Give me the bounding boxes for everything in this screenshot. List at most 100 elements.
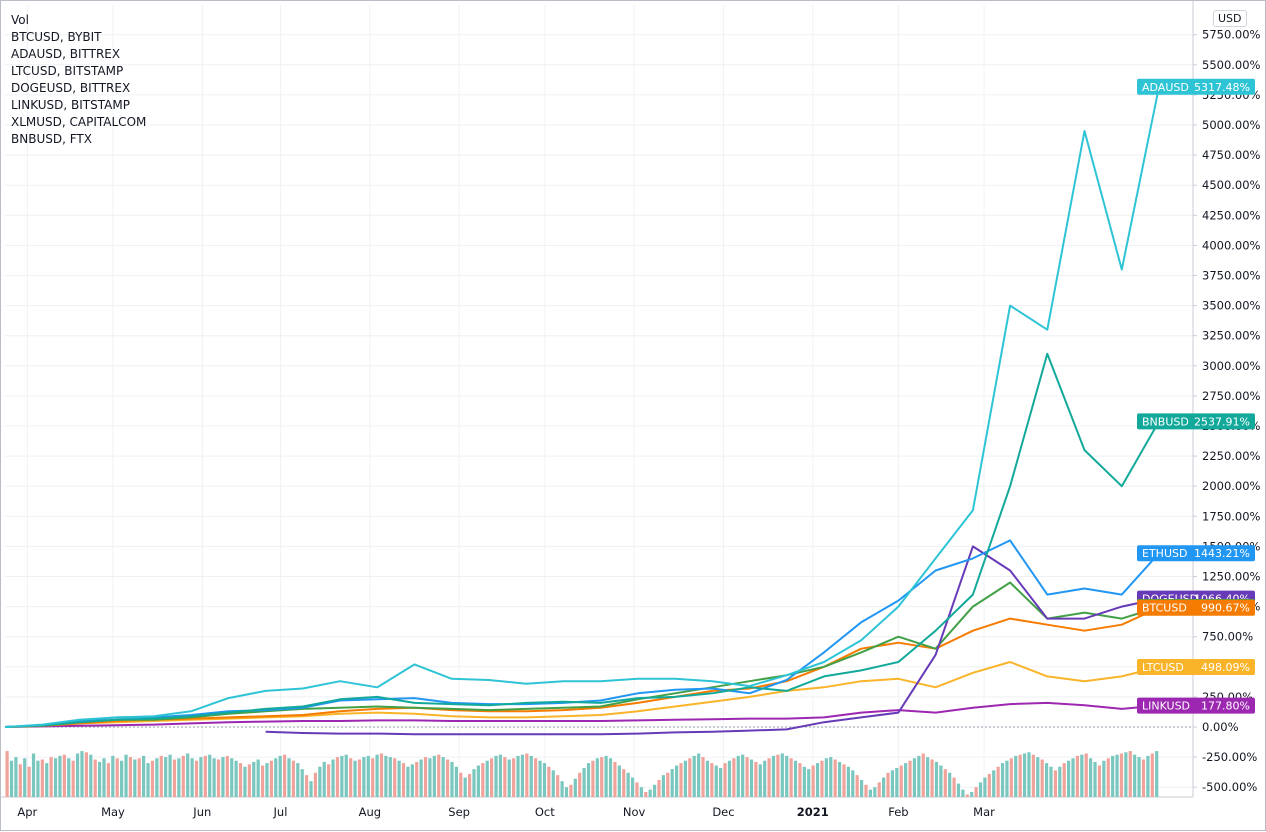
volume-bar [252, 761, 256, 797]
volume-bar [868, 789, 873, 797]
y-tick-label: 3500.00% [1202, 299, 1261, 313]
volume-bar [736, 755, 740, 797]
volume-bar [1075, 755, 1080, 797]
volume-bar [177, 758, 181, 797]
volume-bar [102, 758, 106, 797]
volume-bar [670, 769, 674, 797]
volume-bar [247, 764, 251, 797]
volume-bar [688, 758, 692, 797]
volume-bar [780, 753, 784, 797]
volume-bar [1089, 758, 1093, 797]
volume-bar [538, 760, 542, 797]
volume-bar [31, 753, 36, 797]
volume-bar [1044, 763, 1049, 797]
x-tick-label: Feb [888, 805, 908, 819]
volume-bar [503, 757, 507, 797]
volume-bar [296, 763, 300, 797]
volume-bar [613, 761, 617, 797]
volume-bar [393, 758, 397, 797]
volume-bar [842, 764, 846, 797]
volume-bar [996, 766, 1000, 797]
x-tick-label: Oct [535, 805, 555, 819]
series-line-ethusd[interactable] [4, 539, 1160, 728]
series-line-bnbusd[interactable] [4, 352, 1160, 728]
volume-bar [727, 760, 732, 797]
series-line-btcusd[interactable] [4, 606, 1160, 728]
volume-bar [578, 772, 582, 797]
volume-bar [401, 763, 406, 797]
volume-bar [846, 766, 850, 797]
y-tick-label: 4750.00% [1202, 148, 1261, 162]
volume-bar [745, 757, 749, 797]
volume-bar [719, 767, 723, 797]
currency-button[interactable]: USD [1213, 10, 1247, 27]
volume-bar [1137, 757, 1141, 797]
price-label-name: LTCUSD [1142, 661, 1184, 674]
volume-bar [970, 792, 974, 797]
legend-item-ltcusd[interactable]: LTCUSD, BITSTAMP [11, 64, 124, 78]
series-line-ltcusd[interactable] [4, 661, 1160, 728]
legend-item-linkusd[interactable]: LINKUSD, BITSTAMP [11, 98, 130, 112]
price-label-linkusd: LINKUSD 177.80% [1137, 697, 1255, 714]
volume-bar [807, 769, 811, 797]
volume-bar [203, 755, 207, 797]
x-tick-label: Nov [623, 805, 646, 819]
volume-bar [789, 758, 793, 797]
volume-bar [344, 754, 348, 797]
volume-bar [771, 755, 776, 797]
volume-bar [1124, 752, 1128, 797]
volume-bar [190, 758, 194, 797]
volume-bar [49, 757, 53, 797]
y-tick-label: -250.00% [1202, 750, 1257, 764]
series-line-adausd[interactable] [4, 86, 1160, 728]
volume-bar [137, 758, 141, 797]
y-tick-label: 750.00% [1202, 630, 1253, 644]
volume-bar [591, 760, 595, 797]
volume-bar [309, 781, 313, 797]
series-line-linkusd[interactable] [4, 701, 1160, 728]
x-tick-label: May [101, 805, 125, 819]
volume-bar [1018, 754, 1022, 797]
volume-bar [450, 761, 454, 797]
volume-bar [62, 754, 66, 797]
legend-item-dogeusd[interactable]: DOGEUSD, BITTREX [11, 81, 131, 95]
volume-bar [939, 765, 943, 797]
volume-bar [749, 759, 754, 797]
volume-bar [53, 758, 58, 797]
y-tick-label: 5500.00% [1202, 58, 1261, 72]
volume-bar [908, 760, 912, 797]
volume-bar [525, 753, 529, 797]
volume-bar [445, 759, 450, 797]
volume-bar [595, 758, 599, 797]
volume-bar [494, 755, 498, 797]
price-label-bg [1137, 545, 1255, 562]
volume-bar [71, 760, 75, 797]
volume-bar [512, 758, 516, 797]
volume-bar [172, 759, 177, 797]
volume-bar [1133, 754, 1137, 797]
series-line-dogeusd[interactable] [265, 545, 1160, 736]
volume-bar [864, 784, 868, 797]
volume-bar [371, 758, 375, 797]
volume-bar [899, 765, 903, 797]
volume-bar [542, 763, 547, 797]
volume-bar [1022, 753, 1027, 797]
volume-bar [260, 765, 265, 797]
series-line-xlmusd[interactable] [4, 581, 1160, 728]
legend-item-xlmusd[interactable]: XLMUSD, CAPITALCOM [11, 115, 147, 129]
legend-item-btcusd[interactable]: BTCUSD, BYBIT [11, 30, 102, 44]
volume-bar [582, 767, 586, 797]
legend-item-bnbusd[interactable]: BNBUSD, FTX [11, 132, 92, 146]
x-tick-label: 2021 [797, 805, 829, 819]
volume-bar [802, 766, 806, 797]
volume-bar [115, 758, 119, 797]
volume-bar [701, 757, 705, 797]
volume-bar [710, 763, 714, 797]
volume-bar [199, 757, 203, 797]
volume-bar [952, 777, 956, 797]
volume-bar [617, 765, 621, 797]
legend-item-adausd[interactable]: ADAUSD, BITTREX [11, 47, 121, 61]
x-tick-label: Dec [712, 805, 734, 819]
volume-bar [146, 763, 150, 797]
